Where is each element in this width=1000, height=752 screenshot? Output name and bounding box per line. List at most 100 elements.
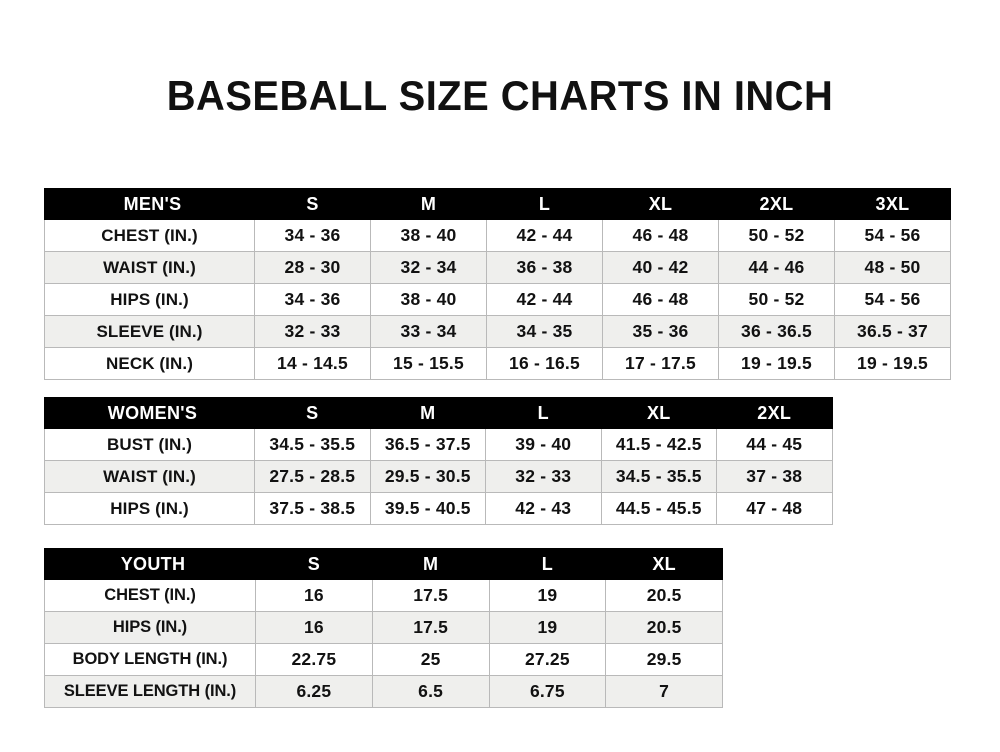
mens-row-label: CHEST (IN.) (44, 219, 255, 252)
youth-measurement-cell: 7 (605, 675, 723, 708)
womens-header-row: WOMEN'S S M L XL 2XL (44, 397, 833, 429)
mens-measurement-cell: 15 - 15.5 (370, 347, 487, 380)
youth-row-label: CHEST (IN.) (44, 579, 256, 612)
youth-measurement-cell: 16 (255, 579, 373, 612)
youth-size-table: YOUTH S M L XL CHEST (IN.) 16 17.5 19 20.5 HIPS (… (44, 548, 723, 708)
womens-measurement-cell: 44 - 45 (716, 428, 833, 461)
womens-table-body: BUST (IN.) 34.5 - 35.5 36.5 - 37.5 39 - 40 4… (44, 428, 833, 525)
table-row: HIPS (IN.) 16 17.5 19 20.5 (44, 611, 723, 644)
mens-column-header: XL (602, 188, 719, 220)
womens-column-header: 2XL (716, 397, 833, 429)
womens-column-header: L (485, 397, 602, 429)
table-row: HIPS (IN.) 34 - 36 38 - 40 42 - 44 46 - 48 50… (44, 283, 951, 316)
mens-measurement-cell: 46 - 48 (602, 283, 719, 316)
mens-measurement-cell: 42 - 44 (486, 283, 603, 316)
mens-size-table: MEN'S S M L XL 2XL 3XL CHEST (IN.) 34 - 36 38 - … (44, 188, 951, 380)
mens-corner-label: MEN'S (44, 188, 255, 220)
table-row: WAIST (IN.) 27.5 - 28.5 29.5 - 30.5 32 - 33… (44, 460, 833, 493)
youth-measurement-cell: 20.5 (605, 579, 723, 612)
youth-measurement-cell: 17.5 (371, 579, 490, 612)
mens-table-body: CHEST (IN.) 34 - 36 38 - 40 42 - 44 46 - 48 5… (44, 219, 951, 380)
mens-row-label: WAIST (IN.) (44, 251, 255, 284)
mens-measurement-cell: 16 - 16.5 (486, 347, 603, 380)
mens-measurement-cell: 54 - 56 (834, 219, 951, 252)
youth-measurement-cell: 25 (371, 643, 490, 676)
womens-measurement-cell: 42 - 43 (485, 492, 602, 525)
youth-measurement-cell: 6.25 (255, 675, 373, 708)
womens-measurement-cell: 47 - 48 (716, 492, 833, 525)
mens-measurement-cell: 40 - 42 (602, 251, 719, 284)
womens-row-label: BUST (IN.) (44, 428, 255, 461)
youth-column-header: XL (605, 548, 723, 580)
womens-measurement-cell: 44.5 - 45.5 (600, 492, 717, 525)
womens-measurement-cell: 39 - 40 (485, 428, 602, 461)
mens-measurement-cell: 44 - 46 (718, 251, 835, 284)
womens-measurement-cell: 27.5 - 28.5 (254, 460, 371, 493)
mens-measurement-cell: 33 - 34 (370, 315, 487, 348)
youth-row-label: SLEEVE LENGTH (IN.) (44, 675, 256, 708)
youth-measurement-cell: 6.5 (371, 675, 490, 708)
mens-measurement-cell: 46 - 48 (602, 219, 719, 252)
womens-column-header: S (254, 397, 371, 429)
mens-measurement-cell: 28 - 30 (254, 251, 371, 284)
mens-column-header: L (486, 188, 603, 220)
mens-measurement-cell: 42 - 44 (486, 219, 603, 252)
mens-row-label: NECK (IN.) (44, 347, 255, 380)
table-row: CHEST (IN.) 16 17.5 19 20.5 (44, 579, 723, 612)
womens-measurement-cell: 37 - 38 (716, 460, 833, 493)
womens-table-head: WOMEN'S S M L XL 2XL (44, 397, 833, 429)
womens-column-header: M (369, 397, 486, 429)
womens-measurement-cell: 34.5 - 35.5 (600, 460, 717, 493)
mens-measurement-cell: 34 - 36 (254, 219, 371, 252)
mens-column-header: 3XL (834, 188, 951, 220)
mens-measurement-cell: 36 - 36.5 (718, 315, 835, 348)
youth-table-head: YOUTH S M L XL (44, 548, 723, 580)
mens-measurement-cell: 19 - 19.5 (718, 347, 835, 380)
table-row: SLEEVE (IN.) 32 - 33 33 - 34 34 - 35 35 - 36… (44, 315, 951, 348)
womens-measurement-cell: 36.5 - 37.5 (369, 428, 486, 461)
womens-measurement-cell: 37.5 - 38.5 (254, 492, 371, 525)
mens-measurement-cell: 50 - 52 (718, 283, 835, 316)
youth-measurement-cell: 6.75 (488, 675, 607, 708)
youth-corner-label: YOUTH (44, 548, 256, 580)
youth-measurement-cell: 17.5 (371, 611, 490, 644)
youth-measurement-cell: 19 (488, 611, 607, 644)
mens-measurement-cell: 48 - 50 (834, 251, 951, 284)
table-row: BODY LENGTH (IN.) 22.75 25 27.25 29.5 (44, 643, 723, 676)
youth-measurement-cell: 19 (488, 579, 607, 612)
youth-measurement-cell: 29.5 (605, 643, 723, 676)
youth-row-label: HIPS (IN.) (44, 611, 256, 644)
mens-row-label: SLEEVE (IN.) (44, 315, 255, 348)
youth-column-header: L (488, 548, 607, 580)
womens-measurement-cell: 34.5 - 35.5 (254, 428, 371, 461)
womens-measurement-cell: 29.5 - 30.5 (369, 460, 486, 493)
mens-measurement-cell: 34 - 35 (486, 315, 603, 348)
mens-table-head: MEN'S S M L XL 2XL 3XL (44, 188, 951, 220)
mens-measurement-cell: 50 - 52 (718, 219, 835, 252)
youth-measurement-cell: 27.25 (488, 643, 607, 676)
youth-measurement-cell: 16 (255, 611, 373, 644)
womens-row-label: WAIST (IN.) (44, 460, 255, 493)
mens-header-row: MEN'S S M L XL 2XL 3XL (44, 188, 951, 220)
mens-measurement-cell: 38 - 40 (370, 283, 487, 316)
table-row: BUST (IN.) 34.5 - 35.5 36.5 - 37.5 39 - 40 4… (44, 428, 833, 461)
womens-row-label: HIPS (IN.) (44, 492, 255, 525)
mens-measurement-cell: 17 - 17.5 (602, 347, 719, 380)
mens-measurement-cell: 19 - 19.5 (834, 347, 951, 380)
table-row: NECK (IN.) 14 - 14.5 15 - 15.5 16 - 16.5 17 … (44, 347, 951, 380)
mens-column-header: M (370, 188, 487, 220)
womens-measurement-cell: 39.5 - 40.5 (369, 492, 486, 525)
mens-measurement-cell: 36 - 38 (486, 251, 603, 284)
mens-measurement-cell: 34 - 36 (254, 283, 371, 316)
mens-measurement-cell: 32 - 33 (254, 315, 371, 348)
mens-column-header: S (254, 188, 371, 220)
youth-measurement-cell: 20.5 (605, 611, 723, 644)
youth-measurement-cell: 22.75 (255, 643, 373, 676)
womens-measurement-cell: 32 - 33 (485, 460, 602, 493)
table-row: CHEST (IN.) 34 - 36 38 - 40 42 - 44 46 - 48 5… (44, 219, 951, 252)
mens-column-header: 2XL (718, 188, 835, 220)
mens-measurement-cell: 35 - 36 (602, 315, 719, 348)
mens-measurement-cell: 36.5 - 37 (834, 315, 951, 348)
youth-column-header: M (371, 548, 490, 580)
